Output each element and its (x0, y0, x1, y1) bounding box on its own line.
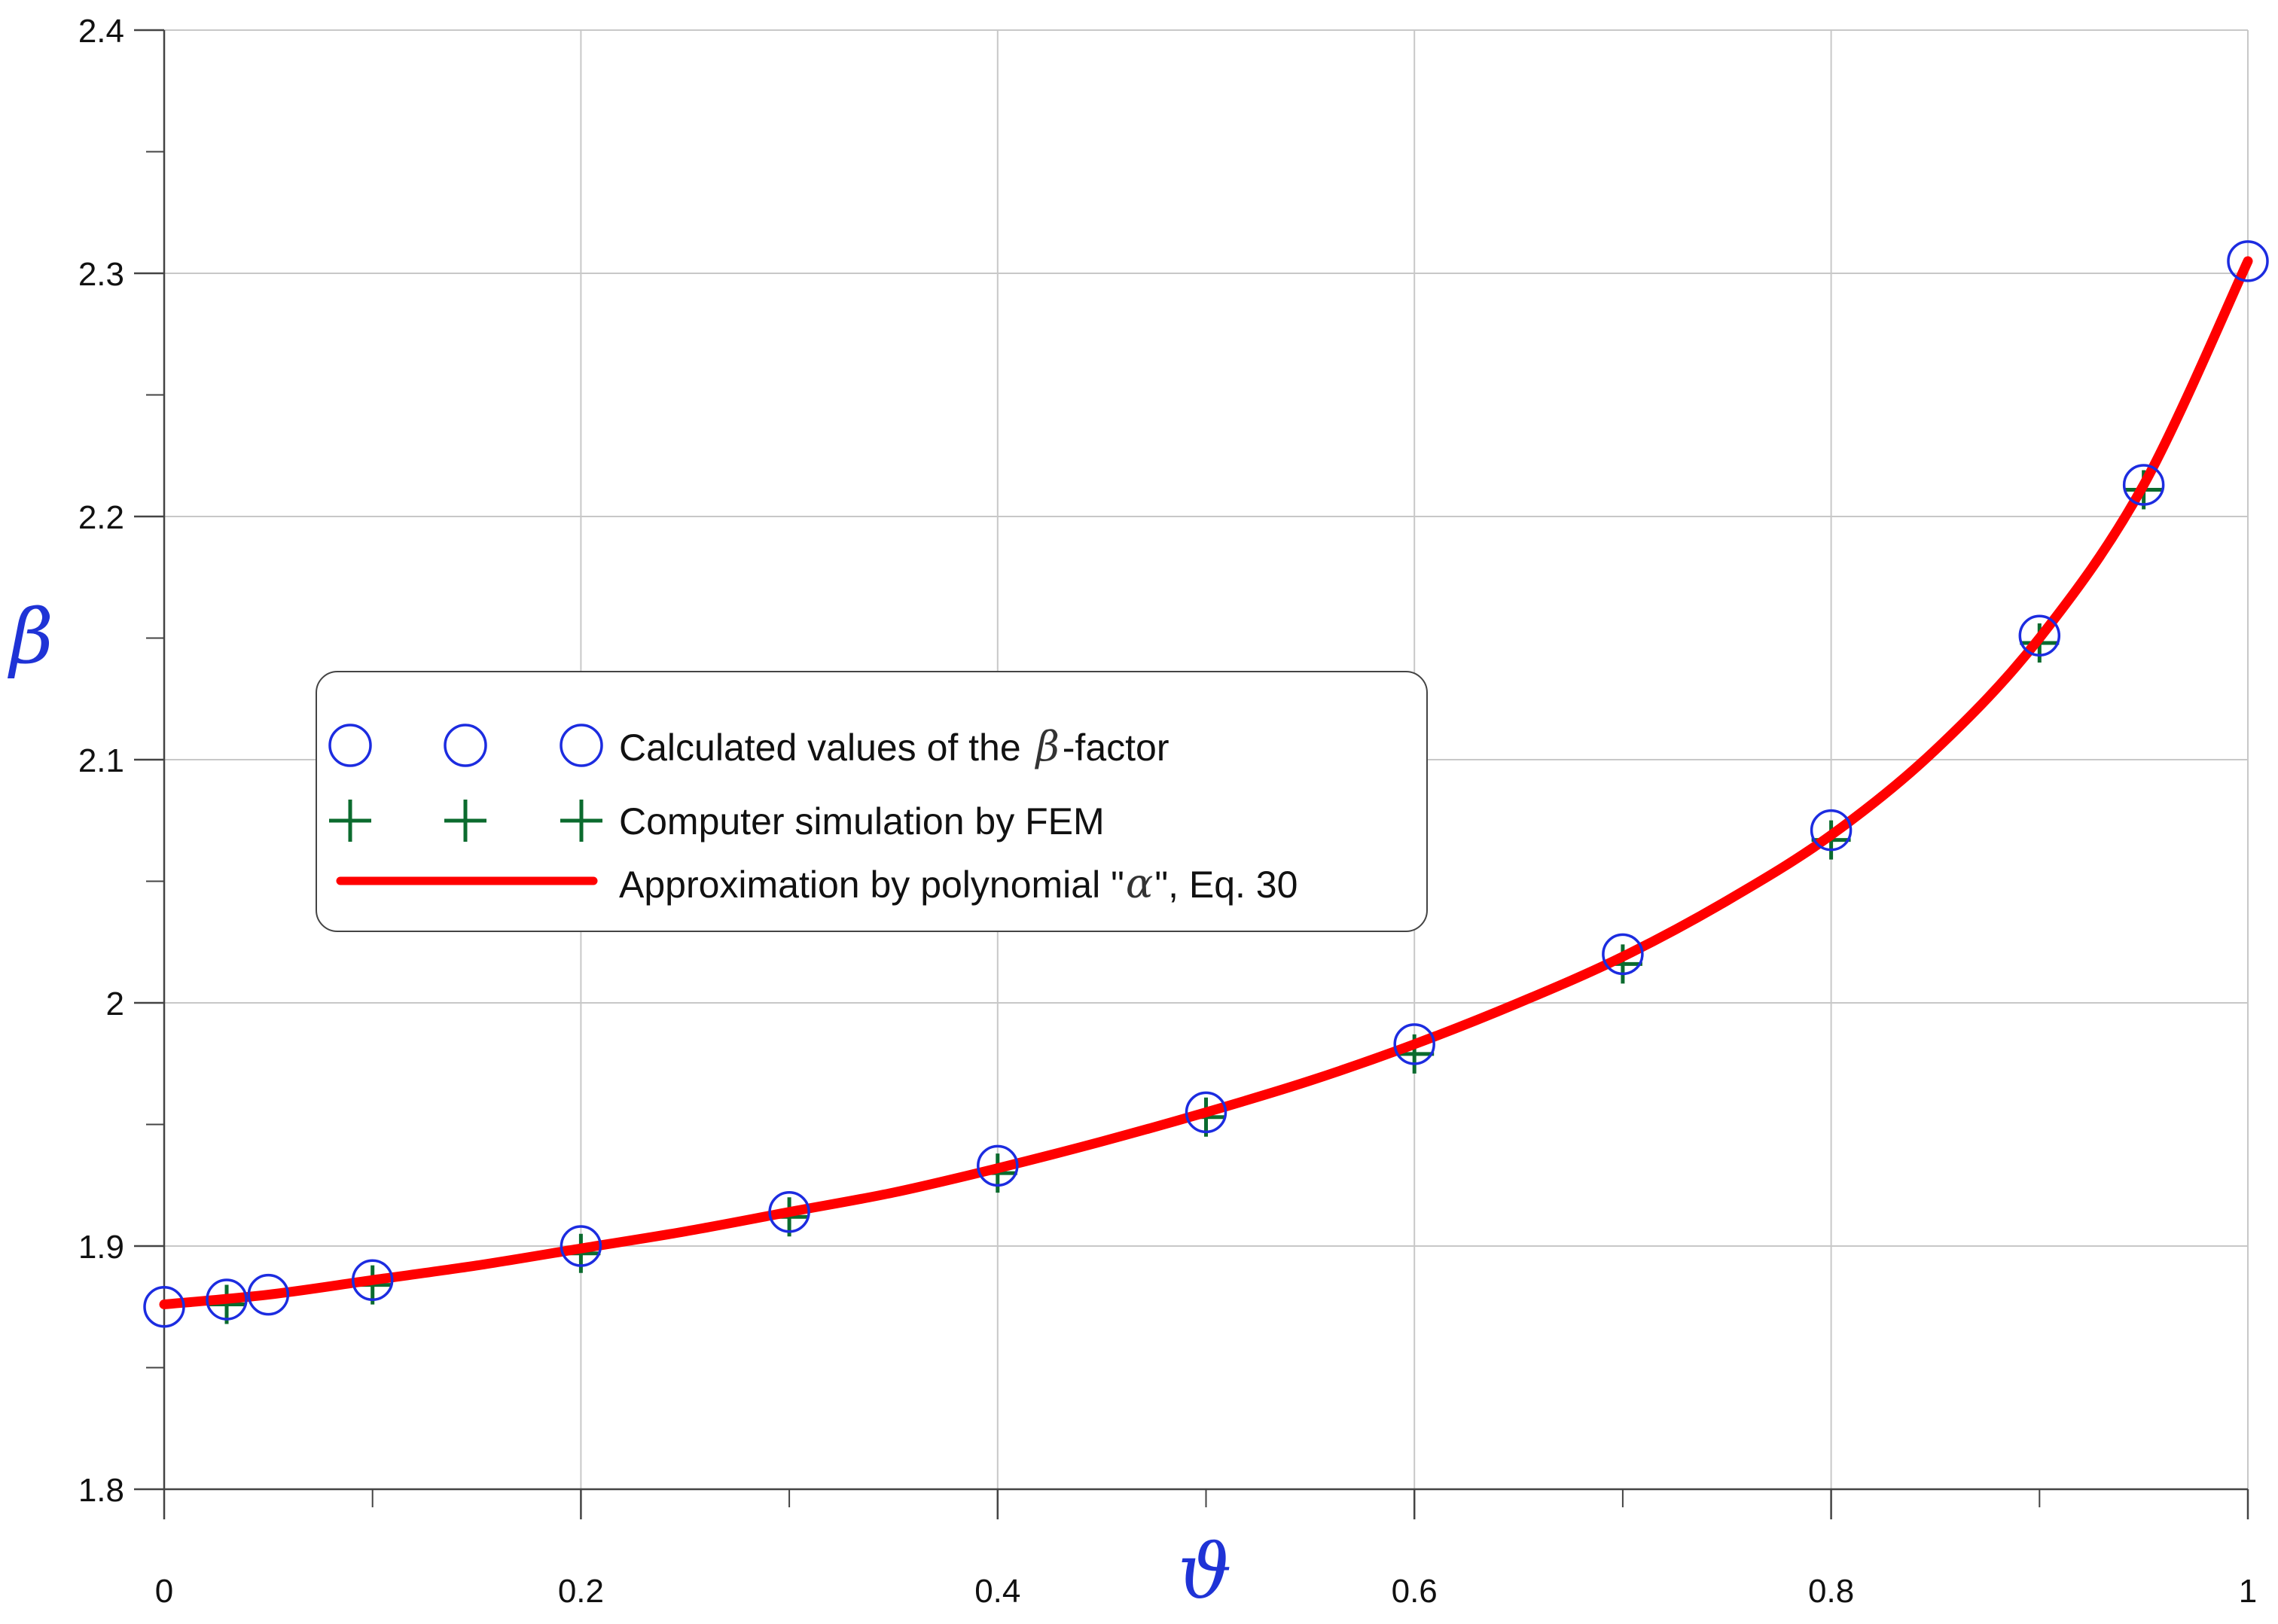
calculated-point (560, 1225, 602, 1267)
calculated-point (2122, 464, 2165, 506)
y-axis-label: β (7, 593, 53, 681)
legend-entry-calculated: Calculated values of the β-factor (328, 723, 1169, 770)
x-tick-label: 0 (155, 1573, 173, 1610)
legend-label-fem: Computer simulation by FEM (619, 800, 1105, 842)
y-tick-label: 2.4 (78, 13, 124, 50)
legend-plus-marker (329, 800, 371, 842)
y-tick-label: 2.3 (78, 256, 124, 293)
calculated-point (206, 1278, 248, 1321)
legend-plus-marker (560, 800, 602, 842)
calculated-point (2018, 614, 2061, 657)
legend-circle-marker (328, 724, 372, 767)
approximation-series (159, 256, 2253, 1310)
legend-plus-marker (444, 800, 486, 842)
y-tick-label: 1.9 (78, 1229, 124, 1266)
x-tick-label: 1 (2239, 1573, 2257, 1610)
x-tick-label: 0.8 (1808, 1573, 1854, 1610)
tick-labels: 0 0.2 0.4 0.6 0.8 1 1.8 1.9 2 2.1 2.2 2.3 2.4 (78, 13, 2257, 1610)
legend-entry-fem: Computer simulation by FEM (329, 800, 1105, 842)
calculated-point (1602, 933, 1644, 976)
legend-circle-marker (560, 724, 603, 767)
y-tick-label: 2 (106, 986, 124, 1022)
x-tick-label: 0.6 (1392, 1573, 1438, 1610)
legend: Calculated values of the β-factor Comput… (316, 671, 1428, 932)
calculated-point (2227, 240, 2269, 282)
calculated-point (247, 1273, 290, 1316)
legend-circle-marker (444, 724, 487, 767)
y-tick-label: 2.2 (78, 499, 124, 536)
calculated-point (143, 1286, 185, 1328)
legend-box (316, 671, 1428, 932)
approximation-line (159, 256, 2253, 1310)
calculated-point (1185, 1091, 1227, 1134)
legend-label-calculated: Calculated values of the β-factor (619, 723, 1169, 770)
calculated-point (351, 1259, 394, 1301)
x-tick-label: 0.2 (558, 1573, 604, 1610)
calculated-point (977, 1144, 1019, 1187)
calculated-point (1810, 809, 1853, 852)
legend-entry-approximation: Approximation by polynomial "α", Eq. 30 (336, 860, 1298, 907)
x-axis-label: ϑ (1178, 1528, 1231, 1616)
axes (134, 29, 2249, 1519)
y-tick-label: 1.8 (78, 1472, 124, 1509)
y-tick-label: 2.1 (78, 742, 124, 779)
calculated-series (143, 240, 2269, 1328)
calculated-point (1393, 1023, 1435, 1065)
legend-label-approximation: Approximation by polynomial "α", Eq. 30 (619, 860, 1298, 907)
x-tick-label: 0.4 (974, 1573, 1020, 1610)
calculated-point (768, 1191, 810, 1233)
